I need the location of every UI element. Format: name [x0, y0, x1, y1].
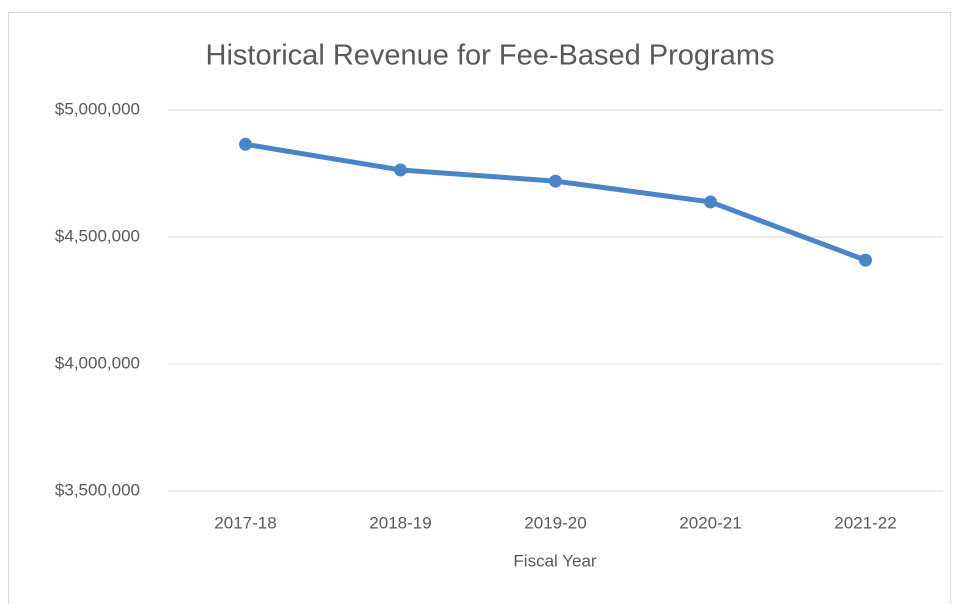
- x-tick-label: 2021-22: [834, 513, 896, 532]
- data-point: [549, 174, 562, 188]
- x-tick-label: 2018-19: [369, 513, 431, 532]
- data-point: [859, 253, 872, 267]
- x-tick-label: 2019-20: [524, 513, 586, 532]
- x-tick-label: 2017-18: [214, 513, 276, 532]
- chart-border: [8, 12, 951, 604]
- data-point: [394, 163, 407, 177]
- y-tick-label: $4,000,000: [55, 353, 140, 372]
- x-tick-label: 2020-21: [679, 513, 741, 532]
- y-tick-label: $3,500,000: [55, 480, 140, 499]
- data-point: [704, 195, 717, 209]
- chart-title: Historical Revenue for Fee-Based Program…: [206, 40, 775, 72]
- x-axis-label: Fiscal Year: [513, 551, 596, 570]
- y-tick-label: $4,500,000: [55, 226, 140, 245]
- data-point: [239, 137, 252, 151]
- y-tick-label: $5,000,000: [55, 99, 140, 118]
